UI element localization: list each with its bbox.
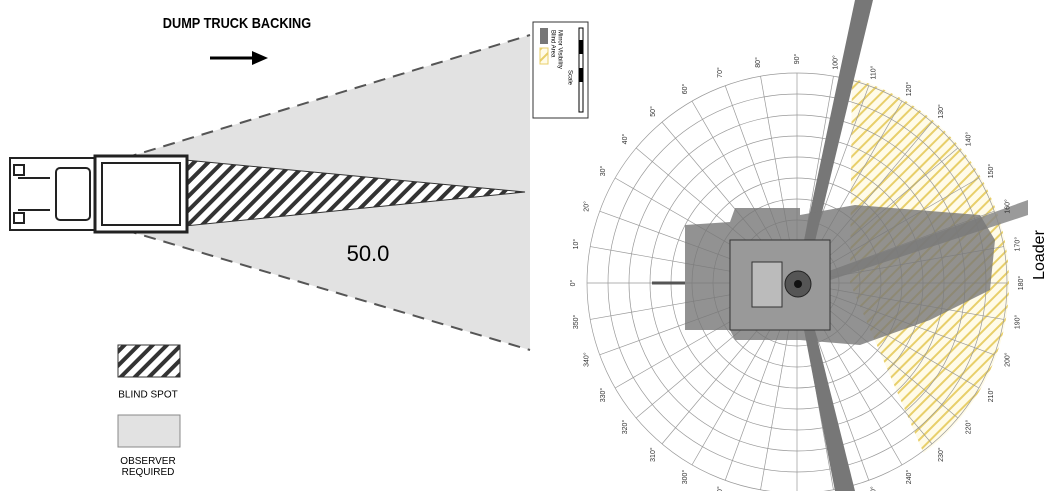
angle-label: 290° xyxy=(716,486,724,491)
title: DUMP TRUCK BACKING xyxy=(163,14,311,31)
legend-label: OBSERVER REQUIRED xyxy=(120,456,176,478)
angle-label: 340° xyxy=(582,352,590,367)
legend-label: Blind Area xyxy=(549,30,555,58)
side-label: Loader xyxy=(1031,229,1048,279)
angle-label: 210° xyxy=(987,388,995,403)
angle-label: 80° xyxy=(754,57,762,68)
angle-label: 50° xyxy=(649,106,657,117)
angle-label: 300° xyxy=(681,470,689,485)
scale-bar xyxy=(579,40,583,54)
angle-label: 10° xyxy=(572,239,580,250)
angle-label: 350° xyxy=(572,314,580,329)
angle-label: 180° xyxy=(1017,276,1025,291)
angle-label: 310° xyxy=(649,447,657,462)
legend-swatch xyxy=(540,28,548,44)
legend-hatch xyxy=(117,344,181,378)
angle-label: 30° xyxy=(599,166,607,177)
loader-center xyxy=(794,280,802,288)
angle-label: 170° xyxy=(1013,237,1021,252)
angle-label: 90° xyxy=(793,54,801,65)
angle-label: 70° xyxy=(716,67,724,78)
legend-label: Mirror Visibility xyxy=(556,30,562,69)
blind-area xyxy=(795,0,873,283)
arrow-head xyxy=(252,51,268,65)
angle-label: 240° xyxy=(905,470,913,485)
angle-label: 230° xyxy=(937,447,945,462)
angle-label: 0° xyxy=(569,279,577,286)
legend-gray xyxy=(117,414,181,448)
angle-label: 200° xyxy=(1003,352,1011,367)
angle-label: 20° xyxy=(582,201,590,212)
angle-label: 150° xyxy=(987,164,995,179)
truck xyxy=(9,154,189,234)
angle-label: 190° xyxy=(1013,314,1021,329)
legend-swatch xyxy=(539,47,549,65)
angle-label: 120° xyxy=(905,82,913,97)
angle-label: 320° xyxy=(621,420,629,435)
legend-label: BLIND SPOT xyxy=(118,390,177,401)
angle-label: 220° xyxy=(964,420,972,435)
angle-label: 60° xyxy=(681,84,689,95)
angle-label: 140° xyxy=(964,132,972,147)
angle-label: 100° xyxy=(832,55,840,70)
angle-label: 130° xyxy=(937,104,945,119)
angle-label: 40° xyxy=(621,134,629,145)
loader-cab xyxy=(751,261,783,308)
angle-label: 110° xyxy=(869,65,877,79)
legend-label: Scale xyxy=(566,70,572,86)
visibility-chart xyxy=(586,0,1028,491)
zone-edge xyxy=(124,229,531,351)
distance-label: 50.0 xyxy=(347,241,390,266)
zone-edge xyxy=(124,34,531,159)
angle-label: 250° xyxy=(869,486,877,491)
legend-label-box: OBSERVER REQUIRED xyxy=(120,456,176,478)
scale-bar xyxy=(579,68,583,82)
angle-label: 330° xyxy=(599,388,607,403)
angle-label: 160° xyxy=(1003,199,1011,214)
